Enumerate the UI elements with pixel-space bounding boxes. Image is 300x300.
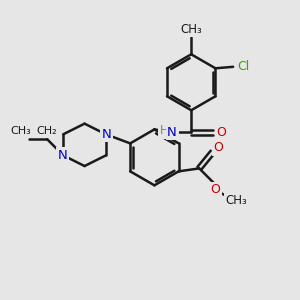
- Text: CH₃: CH₃: [10, 126, 31, 136]
- Text: H: H: [160, 124, 169, 137]
- Text: CH₂: CH₂: [37, 126, 58, 136]
- Text: N: N: [57, 149, 67, 162]
- Text: O: O: [211, 183, 220, 196]
- Text: N: N: [167, 126, 177, 139]
- Text: N: N: [102, 128, 112, 141]
- Text: Cl: Cl: [237, 60, 250, 73]
- Text: CH₃: CH₃: [180, 23, 202, 36]
- Text: CH₃: CH₃: [226, 194, 248, 207]
- Text: O: O: [217, 126, 226, 139]
- Text: O: O: [214, 141, 223, 154]
